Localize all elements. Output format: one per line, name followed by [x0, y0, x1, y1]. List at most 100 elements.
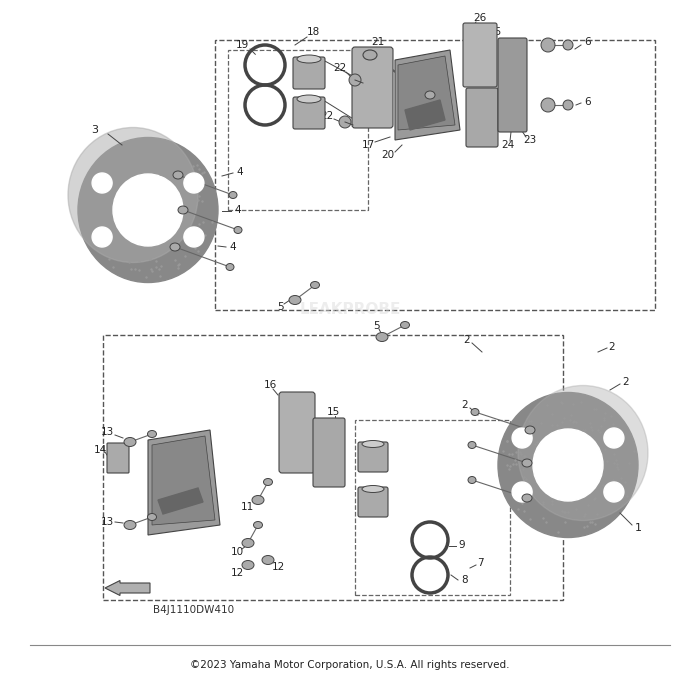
Text: 12: 12: [230, 568, 244, 578]
Text: 7: 7: [477, 558, 483, 568]
Bar: [228, 50, 368, 210]
Text: 6: 6: [584, 97, 592, 107]
Text: 4: 4: [230, 242, 237, 252]
Ellipse shape: [604, 428, 624, 448]
Text: 16: 16: [263, 380, 276, 390]
Ellipse shape: [522, 494, 532, 502]
Ellipse shape: [226, 263, 234, 270]
Ellipse shape: [242, 561, 254, 570]
Ellipse shape: [425, 91, 435, 99]
Polygon shape: [395, 50, 460, 140]
FancyArrow shape: [105, 580, 150, 596]
Ellipse shape: [178, 206, 188, 214]
Bar: [215, 40, 655, 310]
Ellipse shape: [533, 429, 603, 501]
Polygon shape: [405, 100, 445, 130]
Ellipse shape: [512, 482, 532, 502]
Text: 2: 2: [463, 335, 470, 345]
Ellipse shape: [468, 442, 476, 449]
Text: 2: 2: [623, 377, 629, 387]
FancyBboxPatch shape: [358, 442, 388, 472]
Text: 3: 3: [92, 125, 99, 135]
Text: 1: 1: [634, 523, 641, 533]
Ellipse shape: [363, 50, 377, 60]
Ellipse shape: [68, 127, 198, 262]
Ellipse shape: [525, 426, 535, 434]
FancyBboxPatch shape: [466, 88, 498, 147]
Text: 18: 18: [307, 27, 320, 37]
Text: 5: 5: [276, 302, 284, 312]
Text: 24: 24: [501, 140, 514, 150]
Text: 19: 19: [235, 40, 248, 50]
Text: 9: 9: [458, 540, 466, 550]
FancyBboxPatch shape: [293, 57, 325, 89]
Ellipse shape: [289, 295, 301, 304]
Ellipse shape: [148, 430, 157, 438]
Text: 2: 2: [462, 400, 468, 410]
Polygon shape: [158, 488, 203, 514]
Text: 14: 14: [93, 445, 106, 455]
FancyBboxPatch shape: [107, 443, 129, 473]
Text: 4: 4: [234, 205, 241, 215]
Text: LEAKPROBE: LEAKPROBE: [300, 302, 400, 318]
Ellipse shape: [253, 522, 262, 528]
Ellipse shape: [518, 386, 648, 521]
Ellipse shape: [252, 496, 264, 505]
Text: 23: 23: [513, 60, 526, 70]
Circle shape: [349, 74, 361, 86]
Bar: [103, 335, 563, 600]
FancyBboxPatch shape: [352, 47, 393, 128]
Circle shape: [251, 51, 279, 79]
Text: 12: 12: [272, 562, 285, 572]
Ellipse shape: [376, 332, 388, 342]
Text: 23: 23: [524, 135, 537, 145]
Text: 15: 15: [326, 407, 340, 417]
Circle shape: [339, 116, 351, 128]
Text: 11: 11: [240, 502, 253, 512]
Ellipse shape: [604, 482, 624, 502]
Ellipse shape: [148, 514, 157, 521]
Ellipse shape: [173, 171, 183, 179]
Ellipse shape: [262, 556, 274, 564]
FancyBboxPatch shape: [313, 418, 345, 487]
Text: 13: 13: [100, 427, 113, 437]
Ellipse shape: [78, 137, 218, 283]
Polygon shape: [148, 430, 220, 535]
Text: 13: 13: [100, 517, 113, 527]
Text: 8: 8: [462, 575, 468, 585]
Ellipse shape: [311, 281, 319, 288]
Ellipse shape: [170, 243, 180, 251]
Circle shape: [418, 528, 442, 552]
Ellipse shape: [512, 428, 532, 448]
Text: 2: 2: [609, 342, 615, 352]
Ellipse shape: [297, 55, 321, 63]
Ellipse shape: [184, 227, 204, 247]
Text: FWD: FWD: [125, 584, 145, 592]
Ellipse shape: [242, 538, 254, 547]
Ellipse shape: [92, 227, 112, 247]
Ellipse shape: [113, 174, 183, 246]
Text: 4: 4: [237, 167, 244, 177]
Polygon shape: [398, 56, 455, 130]
Ellipse shape: [229, 192, 237, 199]
Ellipse shape: [522, 459, 532, 467]
Text: 21: 21: [372, 37, 384, 47]
Text: 17: 17: [361, 140, 374, 150]
Text: 25: 25: [489, 27, 502, 37]
FancyBboxPatch shape: [463, 23, 497, 87]
Ellipse shape: [400, 321, 410, 328]
Text: 22: 22: [321, 111, 334, 121]
FancyBboxPatch shape: [358, 487, 388, 517]
FancyBboxPatch shape: [293, 97, 325, 129]
Circle shape: [418, 563, 442, 587]
Polygon shape: [152, 436, 215, 525]
Text: B4J1110DW410: B4J1110DW410: [153, 605, 234, 615]
Ellipse shape: [124, 438, 136, 447]
Ellipse shape: [468, 477, 476, 484]
Text: 5: 5: [372, 321, 379, 331]
Text: 20: 20: [382, 150, 395, 160]
Ellipse shape: [297, 95, 321, 103]
Ellipse shape: [471, 409, 479, 416]
Ellipse shape: [184, 173, 204, 193]
FancyBboxPatch shape: [279, 392, 315, 473]
